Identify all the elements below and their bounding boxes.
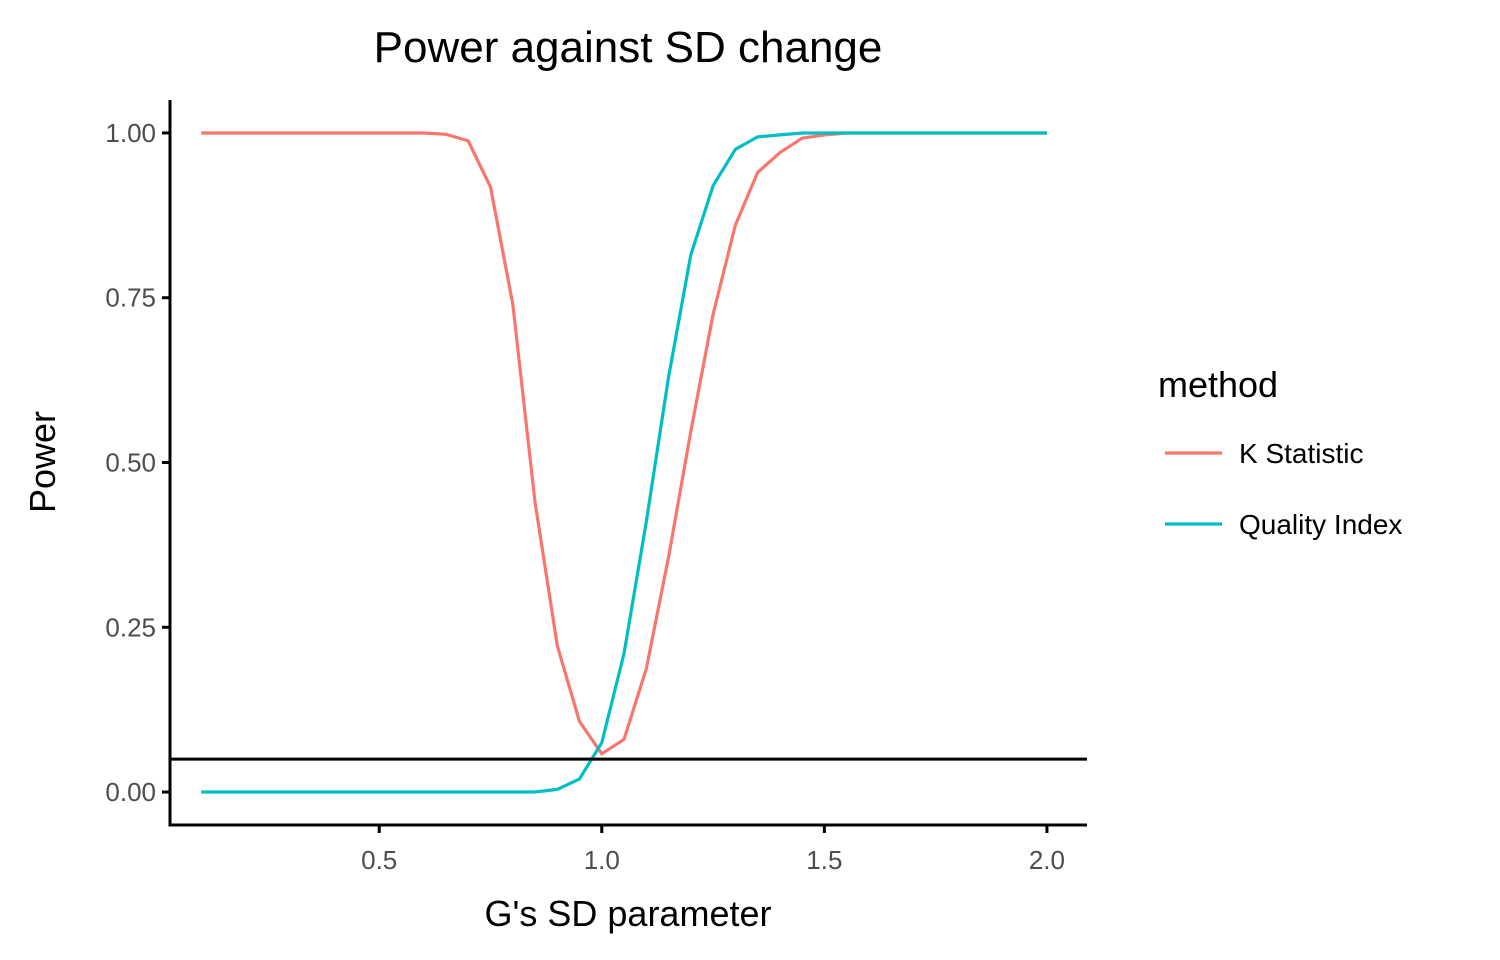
series-line-quality-index <box>201 131 1047 794</box>
x-tick-label: 2.0 <box>1029 845 1065 875</box>
chart-title: Power against SD change <box>374 23 883 72</box>
y-tick-label: 0.75 <box>105 283 156 313</box>
y-tick-label: 1.00 <box>105 118 156 148</box>
x-tick-label: 0.5 <box>361 845 397 875</box>
series-line-k-statistic <box>201 131 1047 756</box>
x-tick-label: 1.0 <box>584 845 620 875</box>
legend-label-k-statistic: K Statistic <box>1239 438 1363 469</box>
x-tick-label: 1.5 <box>806 845 842 875</box>
y-tick-label: 0.50 <box>105 448 156 478</box>
legend-items: K Statistic Quality Index <box>1165 438 1402 540</box>
y-axis-title: Power <box>22 411 63 513</box>
y-tick-label: 0.25 <box>105 612 156 642</box>
series-layer <box>201 131 1047 794</box>
legend: method K Statistic Quality Index <box>1158 364 1402 540</box>
legend-title: method <box>1158 364 1278 405</box>
y-axis-ticks: 0.00 0.25 0.50 0.75 1.00 <box>105 118 170 807</box>
legend-label-quality-index: Quality Index <box>1239 509 1402 540</box>
x-axis-ticks: 0.5 1.0 1.5 2.0 <box>361 825 1065 875</box>
y-tick-label: 0.00 <box>105 777 156 807</box>
x-axis-title: G's SD parameter <box>485 893 772 934</box>
